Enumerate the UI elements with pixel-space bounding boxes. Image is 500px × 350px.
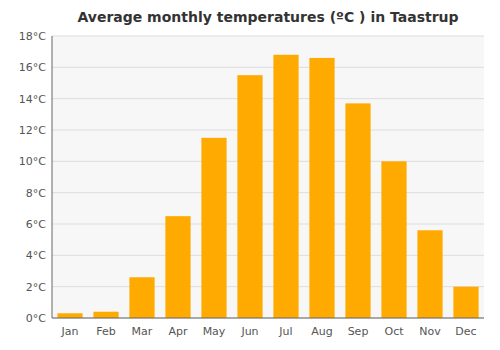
x-tick-label: Jan bbox=[61, 325, 79, 338]
y-grid-line bbox=[52, 192, 484, 193]
x-tick-label: Oct bbox=[384, 325, 404, 338]
y-tick-label: 10°C bbox=[19, 155, 46, 168]
y-grid-line bbox=[52, 161, 484, 162]
chart-container: Average monthly temperatures (ºC ) in Ta… bbox=[0, 0, 500, 350]
y-tick-label: 14°C bbox=[19, 93, 46, 106]
x-tick-label: Aug bbox=[311, 325, 332, 338]
bar bbox=[237, 75, 262, 318]
x-tick-label: Jun bbox=[240, 325, 258, 338]
y-tick-label: 4°C bbox=[26, 249, 46, 262]
y-tick-label: 0°C bbox=[26, 312, 46, 325]
y-grid-line bbox=[52, 318, 484, 319]
x-tick-label: Apr bbox=[168, 325, 188, 338]
x-tick-label: May bbox=[203, 325, 226, 338]
y-grid-line bbox=[52, 67, 484, 68]
x-tick-label: Nov bbox=[419, 325, 441, 338]
grid bbox=[52, 36, 484, 318]
y-axis-line bbox=[52, 36, 53, 318]
x-axis-line bbox=[52, 318, 484, 319]
bar bbox=[381, 161, 406, 318]
bar bbox=[273, 55, 298, 318]
bar bbox=[165, 216, 190, 318]
bar bbox=[129, 277, 154, 318]
chart-title: Average monthly temperatures (ºC ) in Ta… bbox=[77, 9, 458, 25]
y-tick-label: 16°C bbox=[19, 61, 46, 74]
y-grid-line bbox=[52, 98, 484, 99]
x-tick-label: Jul bbox=[278, 325, 292, 338]
y-grid-line bbox=[52, 130, 484, 131]
bar bbox=[453, 287, 478, 318]
chart-svg: Average monthly temperatures (ºC ) in Ta… bbox=[0, 0, 500, 350]
x-tick-label: Sep bbox=[348, 325, 369, 338]
y-tick-label: 12°C bbox=[19, 124, 46, 137]
bar bbox=[57, 313, 82, 318]
bar bbox=[417, 230, 442, 318]
x-tick-label: Feb bbox=[96, 325, 115, 338]
y-tick-label: 8°C bbox=[26, 187, 46, 200]
bar bbox=[309, 58, 334, 318]
bar bbox=[201, 138, 226, 318]
y-tick-label: 2°C bbox=[26, 281, 46, 294]
x-axis-ticks: Jan Feb Mar Apr May Jun Jul Aug Sep Oct Nov Dec bbox=[61, 325, 477, 338]
bar bbox=[345, 103, 370, 318]
y-grid-line bbox=[52, 36, 484, 37]
y-tick-label: 6°C bbox=[26, 218, 46, 231]
y-grid-line bbox=[52, 224, 484, 225]
x-tick-label: Mar bbox=[132, 325, 153, 338]
bars bbox=[57, 55, 478, 318]
x-tick-label: Dec bbox=[455, 325, 476, 338]
plot-background bbox=[52, 36, 484, 318]
y-axis-ticks: 0°C 2°C 4°C 6°C 8°C 10°C 12°C 14°C 16°C 18°C bbox=[19, 30, 46, 325]
bar bbox=[93, 312, 118, 318]
y-tick-label: 18°C bbox=[19, 30, 46, 43]
